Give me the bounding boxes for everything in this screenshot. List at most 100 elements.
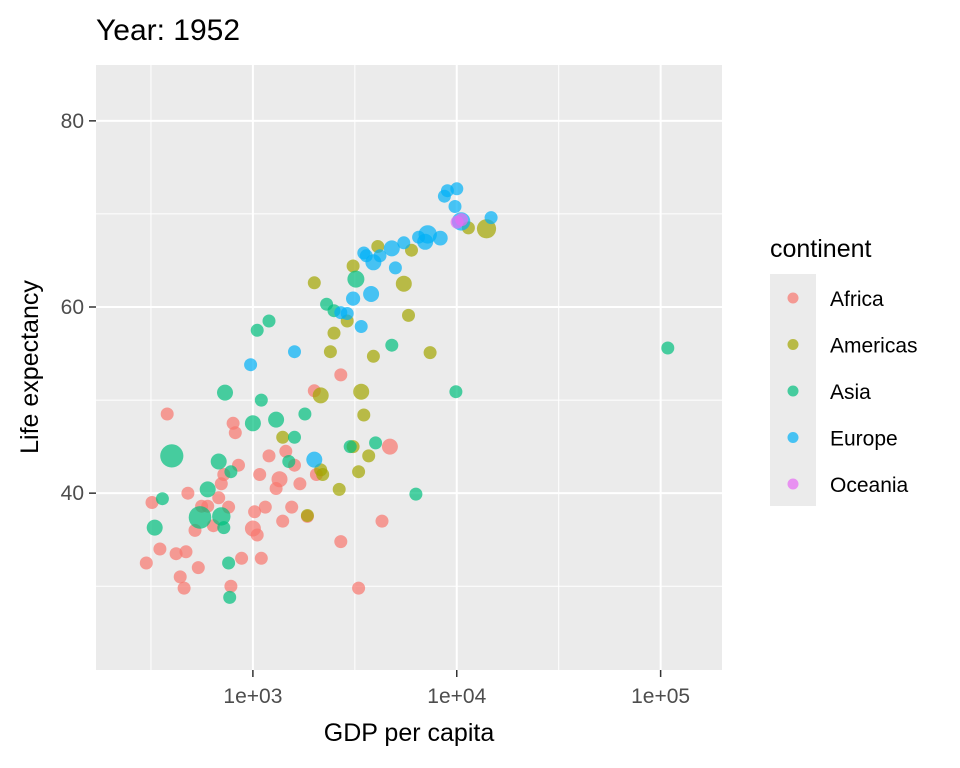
data-point-europe xyxy=(388,261,402,275)
legend-label-oceania: Oceania xyxy=(830,474,909,497)
data-point-africa xyxy=(285,500,299,514)
data-point-africa xyxy=(235,551,249,565)
data-point-americas xyxy=(362,449,376,463)
data-point-africa xyxy=(228,426,242,440)
y-axis: 40 60 80 xyxy=(61,110,96,505)
data-point-americas xyxy=(366,349,380,363)
data-point-americas xyxy=(323,345,337,359)
data-point-europe xyxy=(244,358,258,372)
data-point-africa xyxy=(169,547,183,561)
data-point-asia xyxy=(199,481,216,498)
data-point-africa xyxy=(334,368,348,382)
data-point-europe xyxy=(432,230,448,246)
legend-key-americas xyxy=(787,339,799,350)
legend: continent Africa Americas Asia Europe Oceani… xyxy=(770,235,918,506)
data-point-europe xyxy=(484,211,498,225)
data-point-oceania xyxy=(455,213,469,227)
y-tick-label: 40 xyxy=(61,482,84,505)
data-point-europe xyxy=(373,249,387,263)
data-point-americas xyxy=(352,465,366,479)
plot-panel xyxy=(96,65,722,670)
legend-key-africa xyxy=(787,292,799,304)
minor-gridlines xyxy=(96,65,722,670)
data-point-asia xyxy=(210,453,227,470)
data-point-africa xyxy=(250,528,264,542)
data-point-africa xyxy=(177,581,191,595)
chart-title: Year: 1952 xyxy=(96,14,240,47)
data-point-africa xyxy=(181,486,195,500)
data-point-americas xyxy=(402,308,415,322)
data-point-africa xyxy=(179,545,193,559)
data-point-asia xyxy=(288,430,301,444)
data-point-americas xyxy=(312,387,329,404)
data-point-americas xyxy=(353,383,370,400)
data-point-asia xyxy=(254,393,268,407)
data-point-europe xyxy=(448,200,462,213)
y-tick-label: 80 xyxy=(61,110,84,133)
y-tick-label: 60 xyxy=(61,296,84,319)
data-point-europe xyxy=(340,307,354,320)
data-point-europe xyxy=(346,291,361,306)
data-point-asia xyxy=(217,384,233,401)
data-point-asia xyxy=(298,407,312,421)
data-point-africa xyxy=(375,514,389,528)
data-point-europe xyxy=(383,240,400,257)
data-point-asia xyxy=(343,440,357,454)
x-tick-label: 1e+04 xyxy=(427,685,486,708)
data-point-africa xyxy=(254,551,268,565)
data-point-americas xyxy=(276,430,290,444)
data-point-africa xyxy=(276,514,290,528)
data-point-africa xyxy=(248,505,262,519)
data-point-americas xyxy=(346,259,360,273)
data-point-africa xyxy=(191,561,205,575)
data-point-asia xyxy=(212,507,231,526)
data-point-asia xyxy=(385,338,399,352)
data-point-africa xyxy=(145,496,159,509)
data-point-africa xyxy=(258,500,272,514)
data-point-asia xyxy=(449,385,463,399)
data-point-europe xyxy=(288,345,301,359)
data-point-africa xyxy=(139,556,153,570)
data-point-europe xyxy=(363,286,380,302)
data-point-asia xyxy=(155,492,169,506)
legend-label-africa: Africa xyxy=(830,288,884,311)
data-point-asia xyxy=(146,519,163,536)
data-points xyxy=(139,182,675,604)
legend-key-oceania xyxy=(787,478,799,490)
x-axis: 1e+03 1e+04 1e+05 xyxy=(223,670,690,708)
data-point-asia xyxy=(262,314,276,328)
x-axis-title: GDP per capita xyxy=(324,719,495,747)
data-point-africa xyxy=(271,471,288,488)
data-point-europe xyxy=(450,182,464,196)
data-point-europe xyxy=(306,451,323,468)
data-point-africa xyxy=(224,579,238,593)
data-point-americas xyxy=(300,509,314,522)
data-point-asia xyxy=(369,436,383,450)
legend-label-americas: Americas xyxy=(830,335,918,358)
data-point-americas xyxy=(395,275,412,292)
data-point-asia xyxy=(409,487,423,501)
data-point-asia xyxy=(244,415,261,432)
data-point-africa xyxy=(253,468,267,481)
data-point-europe xyxy=(354,320,368,333)
data-point-asia xyxy=(224,465,238,479)
data-point-africa xyxy=(262,449,276,463)
legend-key-asia xyxy=(787,385,799,397)
data-point-africa xyxy=(334,535,348,549)
data-point-asia xyxy=(347,270,365,288)
data-point-europe xyxy=(418,225,437,244)
data-point-asia xyxy=(250,323,264,337)
data-point-americas xyxy=(316,468,330,481)
legend-label-europe: Europe xyxy=(830,428,898,451)
data-point-americas xyxy=(423,346,437,360)
x-tick-label: 1e+05 xyxy=(631,685,690,708)
data-point-africa xyxy=(381,438,398,455)
data-point-asia xyxy=(223,590,237,604)
data-point-africa xyxy=(153,542,167,556)
data-point-asia xyxy=(217,521,231,535)
data-point-europe xyxy=(397,236,411,250)
data-point-asia xyxy=(160,444,184,468)
legend-title: continent xyxy=(770,235,872,263)
legend-key-europe xyxy=(787,432,799,443)
